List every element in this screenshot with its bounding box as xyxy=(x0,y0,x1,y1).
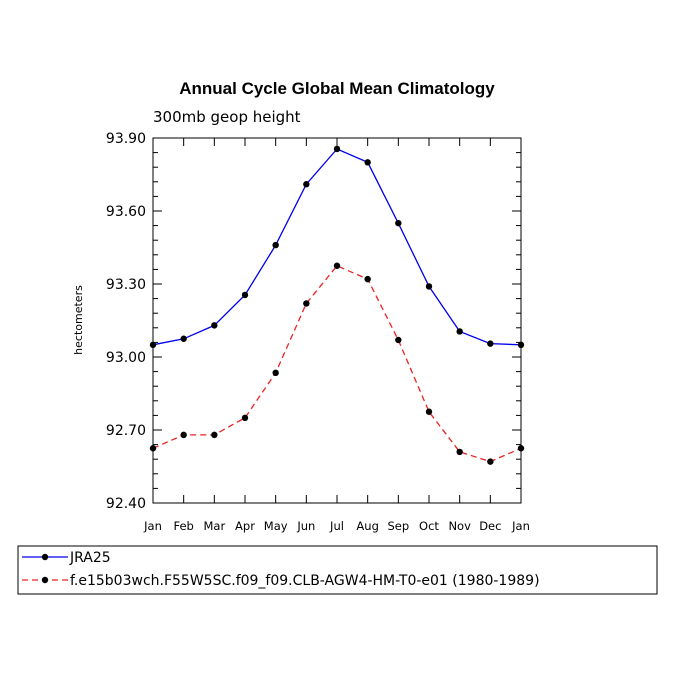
y-tick-label: 93.60 xyxy=(106,204,146,220)
series-2-point xyxy=(517,445,525,452)
series-2-point xyxy=(333,262,341,269)
y-tick-labels: 92.40 92.70 93.00 93.30 93.60 93.90 xyxy=(106,131,146,512)
series-2-point xyxy=(425,408,433,415)
series-line-2 xyxy=(152,265,522,463)
x-tick-labels: Jan Feb Mar Apr May Jun Jul Aug Sep Oct Nov Dec Jan xyxy=(143,519,530,533)
series-2-point xyxy=(303,300,310,307)
x-tick-label: May xyxy=(264,519,288,533)
x-tick-label: Sep xyxy=(387,519,409,533)
x-tick-label: Jul xyxy=(329,519,344,533)
legend-label-2: f.e15b03wch.F55W5SC.f09_f09.CLB-AGW4-HM-… xyxy=(70,573,540,589)
series-1-point xyxy=(211,322,218,329)
series-1-point xyxy=(487,340,494,347)
x-tick-label: Dec xyxy=(479,519,501,533)
x-tick-label: Jan xyxy=(143,519,162,533)
series-1-point xyxy=(395,219,402,227)
x-tick-label: Oct xyxy=(419,519,439,533)
legend-marker-1 xyxy=(41,553,49,561)
x-tick-label: Nov xyxy=(448,519,471,533)
series-1-point xyxy=(425,283,433,290)
series-1-point xyxy=(333,145,341,153)
series-2-point xyxy=(241,414,249,422)
series-2-point xyxy=(456,448,463,456)
y-tick-label: 93.00 xyxy=(106,350,146,366)
series-1-point xyxy=(303,181,310,188)
y-axis-label: hectometers xyxy=(72,285,85,355)
series-1-point xyxy=(364,159,371,166)
series-1-point xyxy=(149,341,157,349)
x-tick-label: Jan xyxy=(511,519,530,533)
series-2-point xyxy=(211,431,218,439)
series-2-point xyxy=(487,458,494,465)
chart-subtitle: 300mb geop height xyxy=(153,108,301,126)
y-tick-label: 92.70 xyxy=(106,423,146,439)
axis-ticks xyxy=(152,137,522,504)
legend-label-1: JRA25 xyxy=(69,550,111,566)
legend-box xyxy=(17,545,658,595)
x-tick-label: Feb xyxy=(173,519,193,533)
series-2-point xyxy=(149,445,157,452)
legend-marker-2 xyxy=(41,576,49,584)
x-tick-label: Mar xyxy=(203,519,225,533)
series-layer xyxy=(149,145,525,465)
plot-frame xyxy=(152,137,522,504)
series-2-point xyxy=(364,275,371,283)
x-tick-label: Jun xyxy=(296,519,315,533)
y-tick-label: 93.90 xyxy=(106,131,146,147)
series-1-point xyxy=(180,335,187,342)
series-2-point xyxy=(272,369,279,377)
x-tick-label: Aug xyxy=(356,519,378,533)
x-tick-label: Apr xyxy=(235,519,255,533)
y-tick-label: 92.40 xyxy=(106,496,146,512)
series-1-point xyxy=(241,291,249,299)
y-tick-label: 93.30 xyxy=(106,277,146,293)
series-2-point xyxy=(180,431,187,439)
series-1-point xyxy=(456,328,463,335)
series-1-point xyxy=(517,341,525,349)
legend: JRA25 f.e15b03wch.F55W5SC.f09_f09.CLB-AGW… xyxy=(22,550,540,589)
series-2-point xyxy=(395,336,402,344)
chart-title: Annual Cycle Global Mean Climatology xyxy=(179,79,495,98)
series-line-1 xyxy=(152,148,522,346)
series-1-point xyxy=(272,241,279,249)
